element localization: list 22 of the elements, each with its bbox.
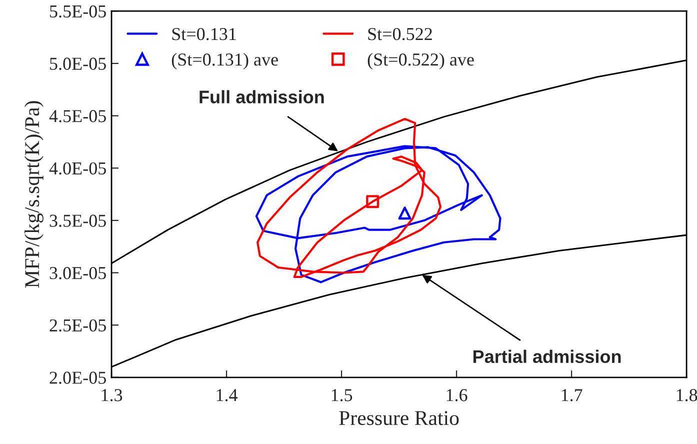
- y-tick-label: 5.5E-05: [50, 5, 106, 18]
- x-tick-label: 1.5: [332, 389, 352, 402]
- x-tick-label: 1.8: [676, 389, 697, 402]
- x-tick-label: 1.7: [562, 389, 582, 402]
- y-axis-title: MFP/(kg/s.sqrt(K)/Pa): [24, 101, 44, 288]
- y-tick-label: 4.0E-05: [49, 162, 106, 175]
- x-tick-label: 1.3: [102, 389, 122, 402]
- y-tick-label: 3.0E-05: [50, 267, 106, 280]
- legend-label: St=0.131: [172, 28, 236, 40]
- y-tick-label: 2.0E-05: [50, 372, 106, 384]
- x-tick-label: 1.4: [216, 389, 238, 402]
- y-tick-label: 5.0E-05: [50, 58, 106, 70]
- legend-label: St=0.522: [368, 28, 432, 40]
- legend-label: (St=0.131) ave: [172, 52, 278, 70]
- annotation: Partial admission: [473, 350, 621, 364]
- y-tick-label: 3.5E-05: [50, 214, 106, 227]
- x-tick-label: 1.6: [446, 389, 468, 402]
- y-tick-label: 4.5E-05: [49, 110, 106, 122]
- y-tick-label: 2.5E-05: [50, 319, 106, 332]
- legend-label: (St=0.522) ave: [368, 52, 474, 70]
- annotation: Full admission: [200, 90, 324, 104]
- x-axis-title: Pressure Ratio: [339, 411, 459, 426]
